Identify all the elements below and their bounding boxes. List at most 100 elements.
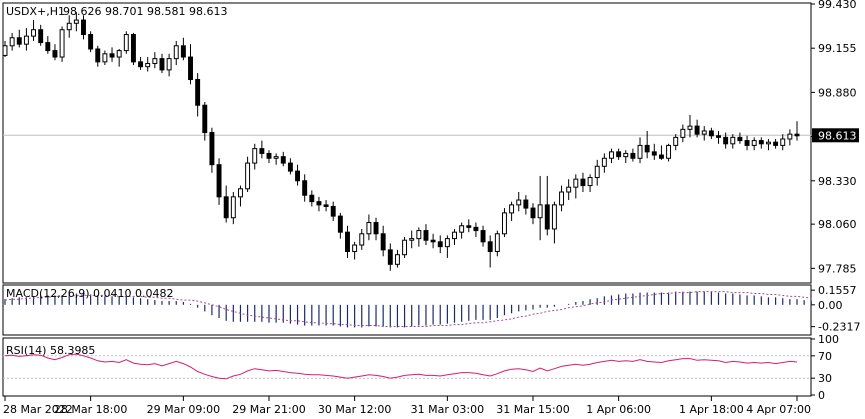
candle (130, 32, 136, 66)
candle-body-down (323, 204, 329, 207)
candle (773, 138, 779, 149)
candle-body-up (409, 238, 415, 241)
candle-body-down (195, 79, 201, 106)
candle-body-down (287, 162, 293, 172)
candle-body-down (708, 130, 714, 137)
candle-body-up (459, 225, 465, 233)
candle-body-up (166, 58, 172, 71)
candle-body-up (394, 254, 400, 265)
candle-body-down (773, 141, 779, 146)
candle (530, 203, 536, 225)
symbol-header: USDX+,H1 (6, 5, 65, 18)
candle (323, 200, 329, 212)
candle (81, 15, 86, 40)
candle (708, 127, 714, 139)
x-tick-label: 28 Mar 2022 (3, 403, 73, 416)
candle-body-down (744, 140, 750, 146)
candle (444, 235, 450, 258)
candle-body-down (616, 151, 622, 158)
candle (594, 159, 600, 186)
candle (423, 224, 429, 246)
candle-body-down (159, 58, 165, 71)
macd-histogram (4, 291, 812, 328)
candle-body-up (730, 136, 736, 145)
candle-body-up (152, 58, 158, 64)
candle-body-up (252, 148, 258, 164)
candle (687, 114, 693, 138)
candle-body-down (723, 136, 729, 145)
candle (230, 192, 236, 225)
candle-body-up (452, 231, 457, 240)
candle-body-down (81, 19, 86, 36)
candle-body-down (466, 225, 472, 228)
candles (2, 12, 800, 271)
candle (623, 150, 629, 164)
candle (95, 45, 101, 67)
candle (480, 225, 486, 247)
candle-body-down (794, 133, 800, 137)
candle (173, 40, 179, 66)
rsi-levels (3, 355, 811, 379)
candle-body-up (173, 45, 179, 60)
x-tick-label: 31 Mar 03:00 (411, 403, 484, 416)
candle-body-down (580, 178, 586, 187)
candle-body-up (573, 178, 579, 188)
candle (787, 129, 793, 146)
candle-body-up (601, 157, 607, 167)
candle-body-up (245, 162, 251, 190)
candle-body-up (66, 22, 72, 31)
candle (452, 228, 457, 246)
candle (252, 143, 258, 170)
candle-body-up (566, 186, 572, 193)
candle-body-up (59, 29, 65, 58)
candle-body-down (437, 241, 443, 248)
candle (744, 135, 750, 151)
candle-body-down (188, 56, 193, 81)
candle-body-down (209, 132, 215, 166)
candle-body-up (509, 204, 515, 214)
macd-y-tick-label: -0.2317 (818, 321, 860, 334)
candle-body-down (651, 151, 657, 156)
candle (666, 143, 672, 162)
candle (266, 150, 272, 164)
candle (416, 227, 422, 247)
candle (601, 153, 607, 173)
candle-body-up (237, 188, 243, 198)
price-y-tick-label: 99.430 (818, 0, 857, 11)
candle (245, 156, 251, 193)
candle-body-down (373, 222, 379, 235)
candle (758, 137, 764, 149)
rsi-header: RSI(14) 58.3985 (6, 344, 95, 357)
candle-body-up (780, 138, 786, 146)
candle-body-down (38, 29, 44, 44)
candle (23, 28, 29, 51)
candle (359, 228, 365, 250)
last-price-box (812, 128, 859, 143)
rsi-y-tick-label: 100 (818, 333, 839, 346)
candle (138, 57, 144, 70)
candle-body-down (658, 154, 664, 159)
candle (366, 214, 372, 241)
candle (765, 138, 771, 151)
candle-body-down (330, 205, 336, 217)
candle (88, 31, 94, 53)
last-price-label: 98.613 (818, 129, 857, 142)
candle-body-down (630, 152, 636, 159)
candle (345, 225, 350, 258)
candle (352, 241, 358, 260)
x-tick-label: 1 Apr 06:00 (586, 403, 651, 416)
candle-body-up (751, 140, 757, 146)
candle-body-up (787, 133, 793, 140)
candle-body-down (266, 152, 272, 159)
macd-y-axis: 0.1557 0.00 -0.2317 (811, 284, 860, 334)
candle (109, 47, 115, 62)
candle (501, 208, 507, 238)
candle (309, 190, 315, 207)
candle (66, 15, 72, 38)
candle (45, 36, 51, 54)
candle-body-up (587, 177, 593, 187)
candle (537, 175, 543, 241)
candle (223, 185, 229, 223)
last-price-tag: 98.613 (812, 128, 859, 143)
